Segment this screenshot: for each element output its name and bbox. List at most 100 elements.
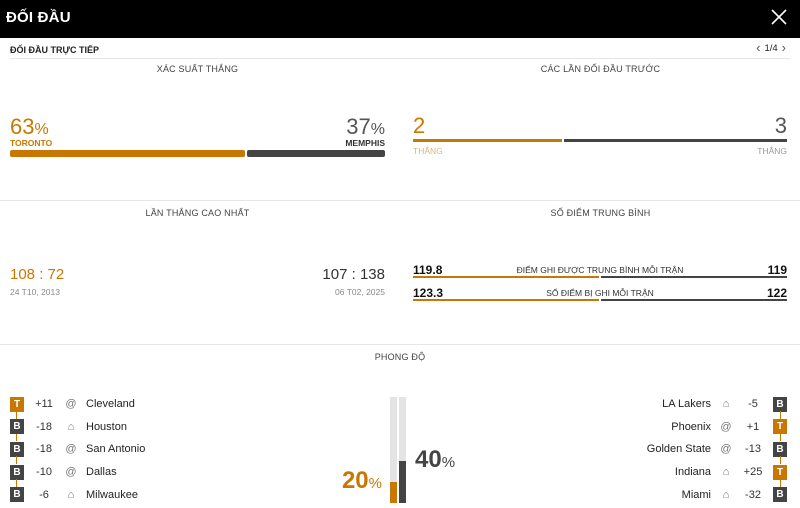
home-avg-conceded: 123.3	[413, 286, 444, 300]
home-venue-icon: ⌂	[67, 420, 75, 433]
home-venue-icon: ⌂	[722, 398, 730, 410]
away-venue-icon: @	[65, 443, 77, 456]
score-margin: -18	[36, 443, 52, 456]
form-connector	[780, 411, 781, 419]
form-game-row: Phoenix @ +1 T	[671, 419, 787, 435]
result-badge: B	[10, 487, 24, 503]
home-probability-bar	[10, 150, 245, 157]
away-avg-conceded: 122	[766, 286, 787, 300]
away-team-label: MEMPHIS	[345, 138, 385, 148]
result-badge: B	[773, 441, 787, 457]
away-form-percent: 40%	[415, 446, 456, 473]
form-connector	[16, 433, 17, 442]
home-form-bar-fill	[390, 482, 397, 503]
form-game-row: B -6 ⌂ Milwaukee	[10, 487, 138, 503]
home-meetings-bar	[413, 139, 562, 142]
opponent-name: Golden State	[646, 443, 711, 456]
home-form-bar-track	[390, 397, 397, 503]
form-game-row: B -18 @ San Antonio	[10, 441, 145, 457]
opponent-name: Dallas	[86, 466, 117, 479]
score-margin: -32	[745, 488, 761, 501]
result-badge: T	[10, 396, 24, 412]
opponent-name: Phoenix	[671, 420, 711, 433]
opponent-name: Milwaukee	[86, 488, 138, 501]
away-meetings-bar	[564, 139, 787, 142]
opponent-name: Cleveland	[86, 398, 135, 410]
home-avg-scored: 119.8	[413, 263, 443, 277]
opponent-name: LA Lakers	[662, 398, 711, 410]
score-margin: -13	[745, 443, 761, 456]
home-venue-icon: ⌂	[722, 488, 730, 501]
score-margin: -5	[748, 398, 758, 410]
avg-scored-label: ĐIỂM GHI ĐƯỢC TRUNG BÌNH MỖI TRẬN	[516, 265, 684, 275]
score-margin: -18	[36, 420, 52, 433]
form-game-row: LA Lakers ⌂ -5 B	[662, 396, 787, 412]
home-venue-icon: ⌂	[67, 488, 75, 501]
home-team-label: TORONTO	[10, 138, 53, 148]
form-connector	[16, 456, 17, 465]
away-form-bar-fill	[399, 461, 406, 503]
home-wins-label: THẮNG	[413, 146, 443, 156]
result-badge: B	[773, 487, 787, 503]
result-badge: B	[10, 419, 24, 435]
home-biggest-win-date: 24 T10, 2013	[10, 287, 60, 297]
divider	[0, 344, 800, 345]
away-venue-icon: @	[720, 443, 732, 456]
away-avg-scored: 119	[767, 263, 787, 277]
result-badge: B	[773, 396, 787, 412]
biggest-win-title: LẦN THẮNG CAO NHẤT	[145, 208, 250, 218]
chevron-right-icon[interactable]: ›	[781, 40, 786, 55]
opponent-name: Miami	[681, 488, 711, 501]
average-points-title: SỐ ĐIỂM TRUNG BÌNH	[550, 208, 651, 218]
opponent-name: Indiana	[674, 466, 711, 479]
score-margin: -10	[36, 466, 52, 479]
form-game-row: T +11 @ Cleveland	[10, 396, 135, 412]
result-badge: T	[773, 464, 787, 480]
form-connector	[780, 479, 781, 487]
home-win-probability: 63%	[10, 114, 49, 139]
away-biggest-win-score: 107 : 138	[322, 266, 385, 283]
form-title: PHONG ĐỘ	[374, 352, 426, 362]
form-game-row: Miami ⌂ -32 B	[682, 487, 787, 503]
form-game-row: B -18 ⌂ Houston	[10, 419, 127, 435]
away-wins-label: THẮNG	[757, 146, 787, 156]
form-connector	[780, 456, 781, 465]
form-connector	[16, 411, 17, 419]
away-venue-icon: @	[720, 420, 732, 433]
score-margin: +25	[743, 466, 763, 479]
form-game-row: B -10 @ Dallas	[10, 464, 117, 480]
home-venue-icon: ⌂	[722, 466, 730, 479]
opponent-name: San Antonio	[86, 443, 146, 456]
away-venue-icon: @	[65, 398, 77, 410]
home-avg-scored-bar	[413, 276, 599, 278]
divider	[10, 58, 790, 59]
score-margin: -6	[39, 488, 49, 501]
away-avg-scored-bar	[601, 276, 787, 278]
away-venue-icon: @	[65, 466, 77, 479]
away-meeting-wins: 3	[774, 113, 787, 138]
away-biggest-win-date: 06 T02, 2025	[335, 287, 385, 297]
home-avg-conceded-bar	[413, 299, 599, 301]
result-badge: T	[773, 419, 787, 435]
pager: ‹ 1/4 ›	[756, 40, 786, 55]
away-avg-conceded-bar	[601, 299, 787, 301]
form-game-row: Golden State @ -13 B	[647, 441, 787, 457]
divider	[0, 200, 800, 201]
form-connector	[16, 479, 17, 487]
previous-meetings-title: CÁC LẦN ĐỐI ĐẦU TRƯỚC	[540, 64, 661, 74]
close-icon[interactable]	[770, 8, 788, 26]
chevron-left-icon[interactable]: ‹	[756, 40, 761, 55]
home-form-percent: 20%	[341, 467, 382, 494]
win-probability-title: XÁC SUẤT THẮNG	[156, 64, 239, 74]
form-connector	[780, 433, 781, 442]
result-badge: B	[10, 464, 24, 480]
away-probability-bar	[247, 150, 385, 157]
home-meeting-wins: 2	[413, 113, 426, 138]
result-badge: B	[10, 441, 24, 457]
dialog-title: ĐỐI ĐẦU	[6, 9, 71, 26]
dialog-header: ĐỐI ĐẦU	[0, 0, 800, 38]
pager-label: 1/4	[764, 42, 778, 54]
opponent-name: Houston	[86, 420, 127, 433]
away-win-probability: 37%	[346, 114, 385, 139]
section-label: ĐỐI ĐẦU TRỰC TIẾP	[10, 45, 99, 55]
